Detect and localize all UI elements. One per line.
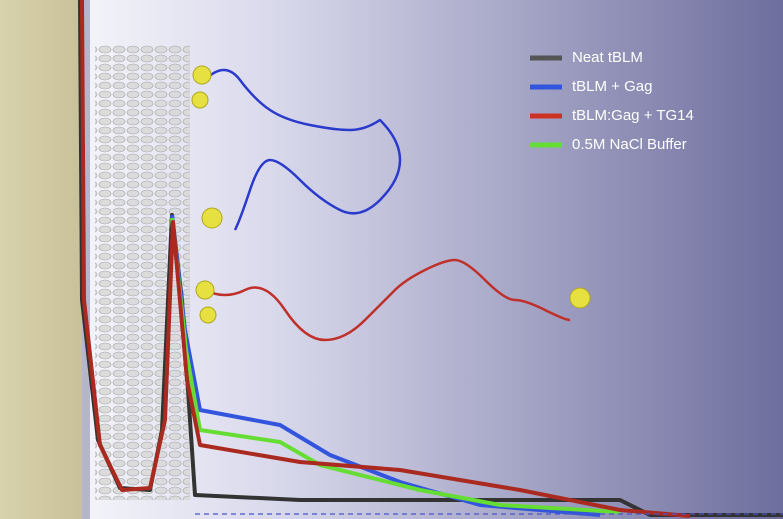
figure: Neat tBLM tBLM + Gag tBLM:Gag + TG14 0.5M N… [0,0,783,519]
legend-label: tBLM + Gag [572,78,652,95]
legend-label: Neat tBLM [572,49,643,66]
substrate [0,0,82,519]
legend-label: 0.5M NaCl Buffer [572,136,687,153]
legend-label: tBLM:Gag + TG14 [572,107,694,124]
